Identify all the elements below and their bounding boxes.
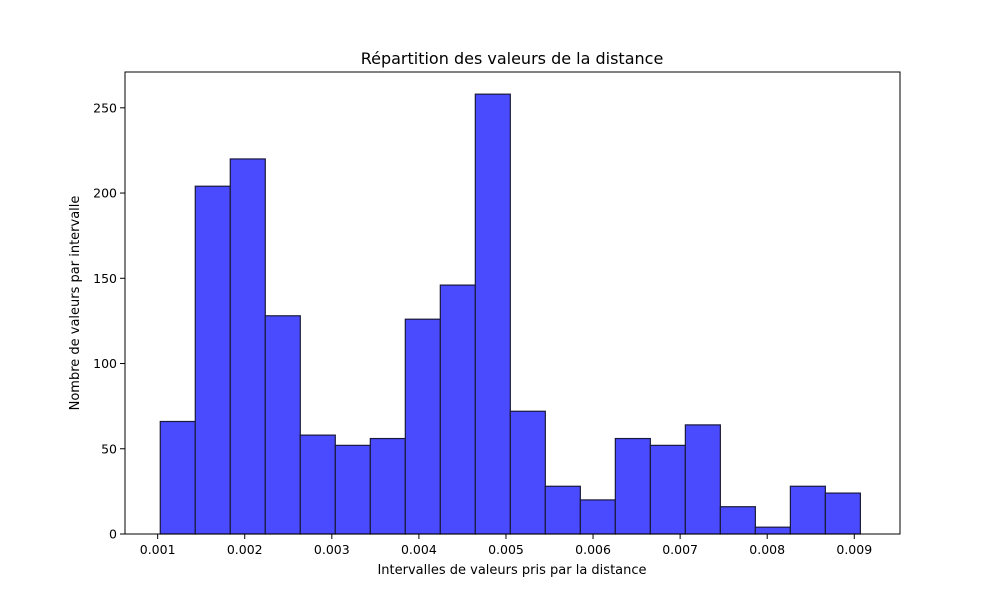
- x-tick-label: 0.009: [836, 542, 872, 557]
- histogram-bar-16: [684, 424, 721, 535]
- histogram-bar-7: [369, 437, 406, 535]
- chart-title: Répartition des valeurs de la distance: [361, 49, 664, 68]
- y-tick-label: 250: [93, 100, 117, 115]
- histogram-bar-14: [614, 437, 651, 535]
- y-axis: 0 50 100 150 200 250: [93, 100, 125, 542]
- histogram-bar-6: [334, 444, 371, 535]
- y-tick-label: 200: [93, 186, 117, 201]
- histogram-bar-2: [194, 185, 231, 535]
- histogram-bar-10: [474, 93, 511, 535]
- histogram-bar-3: [229, 158, 266, 535]
- histogram-bar-4: [264, 315, 301, 535]
- histogram-bar-17: [719, 506, 756, 535]
- x-tick-label: 0.001: [140, 542, 176, 557]
- x-tick-label: 0.007: [662, 542, 698, 557]
- x-tick-label: 0.008: [749, 542, 785, 557]
- plot-frame: [124, 71, 901, 535]
- histogram-bar-5: [299, 434, 336, 535]
- histogram-bar-1: [159, 420, 196, 535]
- x-tick-label: 0.006: [575, 542, 611, 557]
- histogram-bar-11: [509, 410, 546, 535]
- histogram-bar-13: [579, 499, 616, 535]
- x-tick-label: 0.002: [227, 542, 263, 557]
- histogram-bar-12: [544, 485, 581, 535]
- histogram-bar-19: [789, 485, 826, 535]
- y-tick-label: 50: [101, 441, 117, 456]
- histogram-bar-15: [649, 444, 686, 535]
- y-axis-label: Nombre de valeurs par intervalle: [68, 196, 83, 411]
- x-axis: 0.001 0.002 0.003 0.004 0.005 0.006 0.007 0.008…: [140, 534, 872, 557]
- y-tick-label: 150: [93, 271, 117, 286]
- x-axis-label: Intervalles de valeurs pris par la dista…: [377, 563, 646, 578]
- histogram-bar-18: [754, 526, 791, 535]
- x-tick-label: 0.004: [401, 542, 437, 557]
- y-tick-label: 0: [109, 527, 117, 542]
- bars-group: [159, 93, 861, 535]
- x-tick-label: 0.003: [314, 542, 350, 557]
- histogram-bar-9: [439, 284, 476, 535]
- x-tick-label: 0.005: [488, 542, 524, 557]
- histogram-bar-8: [404, 318, 441, 535]
- histogram-bar-20: [824, 492, 861, 535]
- y-tick-label: 100: [93, 356, 117, 371]
